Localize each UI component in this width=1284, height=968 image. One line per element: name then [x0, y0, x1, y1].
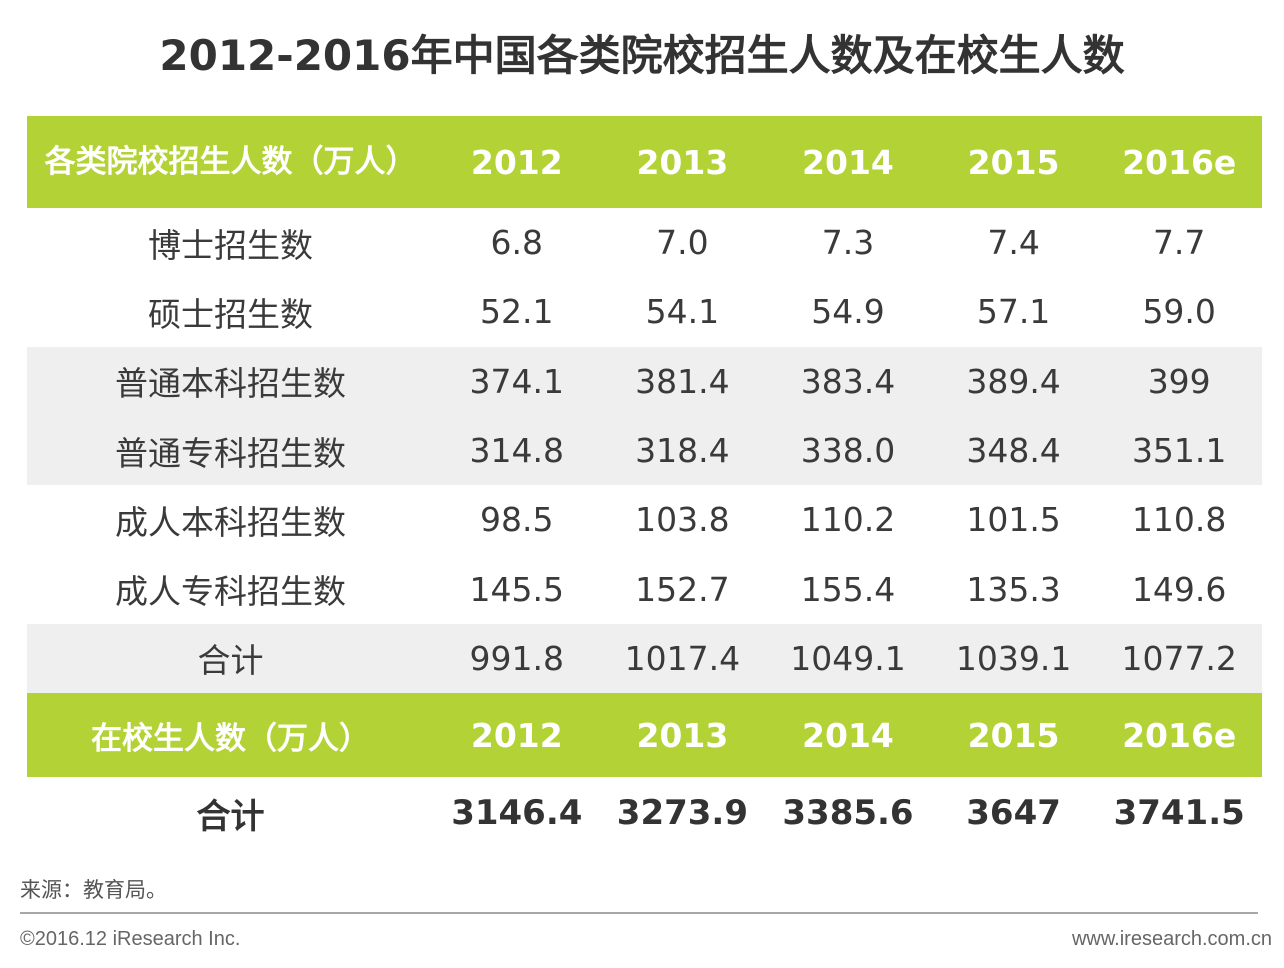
table-cell: 3385.6 — [782, 793, 914, 834]
table-row-regular-junior: 普通专科招生数 314.8 318.4 338.0 348.4 351.1 — [27, 415, 1262, 486]
table-cell: 59.0 — [1142, 292, 1216, 332]
table-cell: 7.0 — [656, 223, 709, 263]
table-cell: 3647 — [966, 793, 1061, 834]
table-cell: 991.8 — [434, 623, 600, 694]
row-label: 博士招生数 — [148, 225, 313, 265]
table-row-master: 硕士招生数 52.1 54.1 54.9 57.1 59.0 — [27, 277, 1262, 346]
table-cell: 101.5 — [966, 500, 1061, 540]
year-header: 2015 — [930, 116, 1097, 208]
row-label: 合计 — [27, 623, 434, 694]
table-cell: 1049.1 — [765, 623, 931, 694]
students-header-row: 在校生人数（万人） 2012 2013 2014 2015 2016e — [27, 693, 1262, 778]
source-note: 来源：教育局。 — [20, 878, 167, 902]
table-cell: 152.7 — [635, 569, 730, 609]
page-title: 2012-2016年中国各类院校招生人数及在校生人数 — [159, 31, 1125, 80]
table-row-enrollment-total: 合计 991.8 1017.4 1049.1 1039.1 1077.2 — [27, 623, 1262, 694]
year-header: 2014 — [765, 693, 931, 778]
table-cell: 155.4 — [800, 569, 896, 609]
table-cell: 399 — [1096, 346, 1262, 416]
table-cell: 381.4 — [599, 346, 766, 416]
table-cell: 149.6 — [1131, 569, 1227, 609]
table-cell: 135.3 — [966, 569, 1061, 609]
data-table: 各类院校招生人数（万人） 2012 2013 2014 2015 2016e 博… — [27, 116, 1262, 849]
table-cell: 98.5 — [480, 500, 554, 540]
table-cell: 3146.4 — [451, 793, 583, 834]
table-cell: 103.8 — [635, 500, 730, 540]
row-label: 普通本科招生数 — [27, 346, 434, 416]
table-cell: 110.2 — [800, 500, 896, 540]
table-cell: 383.4 — [765, 346, 931, 416]
table-cell: 351.1 — [1096, 415, 1262, 486]
row-label: 硕士招生数 — [148, 294, 313, 334]
table-cell: 7.3 — [821, 223, 875, 263]
table-cell: 110.8 — [1131, 500, 1227, 540]
table-row-adult-junior: 成人专科招生数 145.5 152.7 155.4 135.3 149.6 — [27, 554, 1262, 623]
table-cell: 1017.4 — [599, 623, 766, 694]
copyright-text: ©2016.12 iResearch Inc. — [20, 928, 241, 950]
row-label: 合计 — [196, 796, 265, 837]
table-row-adult-undergrad: 成人本科招生数 98.5 103.8 110.2 101.5 110.8 — [27, 485, 1262, 554]
year-header: 2012 — [434, 693, 600, 778]
year-header: 2013 — [599, 116, 766, 208]
year-header: 2014 — [765, 116, 931, 208]
table-cell: 7.4 — [987, 223, 1040, 263]
table-cell: 389.4 — [930, 346, 1097, 416]
table-row-phd: 博士招生数 6.8 7.0 7.3 7.4 7.7 — [27, 208, 1262, 277]
table-cell: 314.8 — [434, 415, 600, 486]
table-cell: 145.5 — [469, 569, 565, 609]
table-row-students-total: 合计 3146.4 3273.9 3385.6 3647 3741.5 — [27, 777, 1262, 849]
year-header: 2012 — [434, 116, 600, 208]
students-header-label: 在校生人数（万人） — [27, 693, 434, 778]
footer-divider — [20, 912, 1258, 914]
table-cell: 54.9 — [811, 292, 885, 332]
table-row-regular-undergrad: 普通本科招生数 374.1 381.4 383.4 389.4 399 — [27, 346, 1262, 416]
table-cell: 348.4 — [930, 415, 1097, 486]
enrollment-header-label: 各类院校招生人数（万人） — [27, 116, 434, 208]
website-link[interactable]: www.iresearch.com.cn — [1071, 928, 1272, 950]
table-cell: 54.1 — [645, 292, 720, 332]
table-cell: 338.0 — [765, 415, 931, 486]
year-header: 2016e — [1096, 116, 1262, 208]
table-cell: 3273.9 — [616, 793, 748, 834]
table-cell: 374.1 — [434, 346, 600, 416]
table-cell: 3741.5 — [1113, 793, 1245, 834]
table-cell: 1039.1 — [930, 623, 1097, 694]
table-cell: 318.4 — [599, 415, 766, 486]
table-cell: 6.8 — [490, 223, 544, 263]
year-header: 2013 — [599, 693, 766, 778]
year-header: 2016e — [1096, 693, 1262, 778]
year-header: 2015 — [930, 693, 1097, 778]
enrollment-header-row: 各类院校招生人数（万人） 2012 2013 2014 2015 2016e — [27, 116, 1262, 208]
table-cell: 52.1 — [480, 292, 554, 332]
table-cell: 57.1 — [976, 292, 1051, 332]
row-label: 成人专科招生数 — [115, 572, 346, 612]
row-label: 成人本科招生数 — [115, 502, 346, 542]
row-label: 普通专科招生数 — [27, 415, 434, 486]
table-cell: 1077.2 — [1096, 623, 1262, 694]
table-cell: 7.7 — [1152, 223, 1206, 263]
